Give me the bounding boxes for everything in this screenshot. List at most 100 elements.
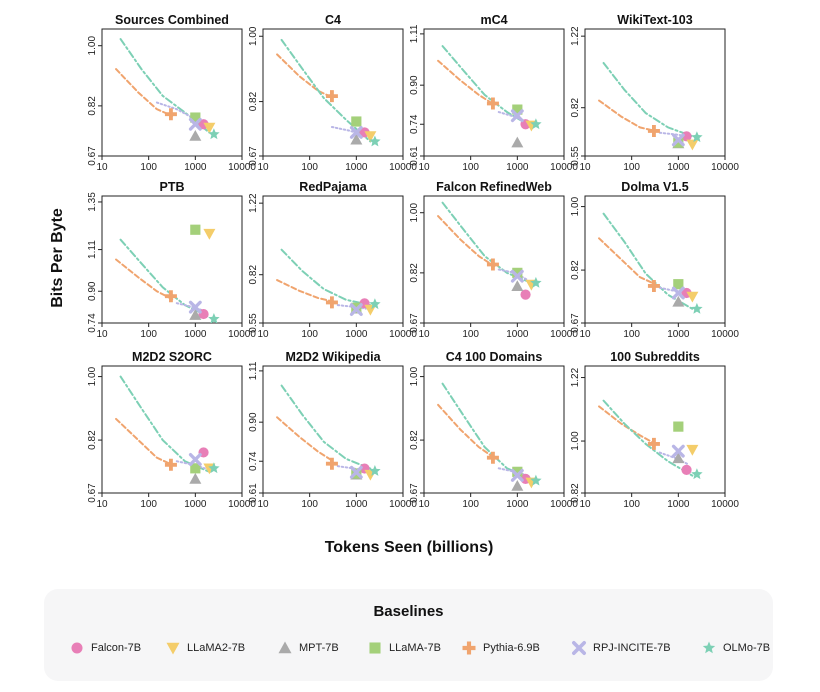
y-tick-label: 1.00 [570, 431, 581, 451]
legend-label: LLaMA-7B [389, 642, 441, 654]
triangle-down-marker-icon [166, 642, 180, 655]
subplot-title: C4 [325, 13, 341, 27]
dashed-trend-line [276, 279, 335, 303]
x-tick-label: 10 [579, 499, 591, 510]
x-tick-label: 10 [96, 499, 108, 510]
axes-frame [262, 365, 404, 494]
x-marker-icon [572, 641, 586, 655]
triangle-up-marker-icon [278, 641, 292, 654]
x-axis-label: Tokens Seen (billions) [325, 539, 494, 556]
y-tick-label: 1.35 [87, 192, 98, 212]
point-pythia-6-9b [164, 290, 177, 303]
subplot-c4-100-domains: C4 100 Domains 10 100 1000 10000 0.67 0.82 1.00 [409, 350, 578, 510]
dashed-trend-line [437, 215, 496, 268]
x-tick-label: 10000 [389, 162, 417, 173]
point-pythia-6-9b [325, 90, 338, 103]
subplot-title: M2D2 S2ORC [132, 350, 212, 364]
x-tick-label: 1000 [506, 329, 529, 340]
point-rpj-incite-7b [510, 109, 524, 123]
subplot-title: M2D2 Wikipedia [285, 350, 381, 364]
dashed-trend-line [437, 403, 496, 459]
point-olmo-7b [208, 462, 220, 474]
x-tick-label: 100 [462, 162, 479, 173]
y-tick-label: 0.67 [409, 313, 420, 333]
y-tick-label: 0.90 [409, 75, 420, 95]
x-tick-label: 10 [257, 329, 269, 340]
subplot-title: RedPajama [299, 180, 367, 194]
point-rpj-incite-7b [349, 125, 363, 139]
axes-frame [584, 28, 726, 157]
subplot-wikitext-103: WikiText-103 10 100 1000 10000 0.55 0.82 1.22 [570, 13, 739, 173]
axes-frame [584, 365, 726, 494]
point-olmo-7b [208, 128, 220, 140]
y-tick-label: 0.55 [570, 146, 581, 166]
x-tick-label: 10 [96, 162, 108, 173]
x-tick-label: 10 [418, 162, 430, 173]
point-mpt-7b [672, 452, 685, 464]
square-marker-icon [369, 642, 381, 654]
subplot-redpajama: RedPajama 10 100 1000 10000 0.55 0.82 1.22 [248, 180, 417, 340]
legend-label: LLaMA2-7B [187, 642, 246, 654]
point-llama2-7b [686, 291, 699, 303]
x-tick-label: 1000 [667, 162, 690, 173]
point-llama-7b [512, 466, 523, 477]
point-llama-7b [673, 421, 684, 432]
subplot-100-subreddits: 100 Subreddits 10 100 1000 10000 0.82 1.00 1.22 [570, 350, 739, 510]
dashdot-trend-line [602, 61, 694, 138]
point-olmo-7b [369, 298, 381, 310]
point-rpj-incite-7b [188, 453, 202, 466]
x-tick-label: 10000 [389, 499, 417, 510]
y-tick-label: 1.11 [87, 240, 98, 259]
y-tick-label: 1.11 [409, 24, 420, 43]
x-tick-label: 100 [462, 329, 479, 340]
point-olmo-7b [369, 465, 381, 476]
subplot-m2d2-wikipedia: M2D2 Wikipedia 10 100 1000 10000 0.61 0.74 0.90… [248, 350, 417, 510]
x-tick-label: 1000 [345, 162, 368, 173]
y-tick-label: 1.22 [570, 26, 581, 46]
legend-label: MPT-7B [299, 642, 339, 654]
subplot-m2d2-s2orc: M2D2 S2ORC 10 100 1000 10000 0.67 0.82 1.00 [87, 350, 256, 510]
point-rpj-incite-7b [188, 300, 202, 314]
x-tick-label: 100 [301, 499, 318, 510]
point-mpt-7b [672, 295, 685, 307]
y-tick-label: 0.82 [570, 98, 581, 118]
y-tick-label: 0.82 [409, 263, 420, 283]
subplot-title: PTB [160, 180, 185, 194]
point-pythia-6-9b [486, 97, 499, 110]
subplot-title: Dolma V1.5 [621, 180, 688, 194]
x-tick-label: 10000 [550, 162, 578, 173]
x-tick-label: 1000 [506, 499, 529, 510]
dashed-trend-line [598, 99, 657, 132]
dashdot-trend-line [602, 399, 694, 477]
y-tick-label: 1.11 [248, 361, 259, 380]
plus-marker-icon [462, 641, 476, 655]
x-tick-label: 10000 [228, 329, 256, 340]
point-mpt-7b [189, 129, 202, 141]
x-tick-label: 100 [140, 499, 157, 510]
x-marker-shape [572, 641, 586, 655]
point-llama2-7b [203, 122, 216, 134]
dashdot-trend-line [280, 384, 372, 470]
x-tick-label: 100 [623, 499, 640, 510]
y-tick-label: 0.74 [409, 114, 420, 134]
x-tick-label: 10000 [228, 499, 256, 510]
x-tick-label: 10 [257, 162, 269, 173]
x-tick-label: 100 [140, 162, 157, 173]
point-olmo-7b [530, 118, 542, 130]
legend-label: Pythia-6.9B [483, 642, 540, 654]
y-tick-label: 0.74 [248, 451, 259, 471]
point-olmo-7b [208, 313, 220, 323]
dashdot-trend-line [280, 248, 372, 307]
legend-item-llama-7b: LLaMA-7B [367, 637, 441, 659]
legend-label: RPJ-INCITE-7B [593, 642, 671, 654]
y-tick-label: 0.82 [570, 260, 581, 280]
y-tick-label: 0.90 [87, 281, 98, 301]
y-tick-label: 1.00 [409, 203, 420, 223]
x-tick-label: 100 [462, 499, 479, 510]
dashed-trend-line [598, 237, 657, 286]
x-tick-label: 10000 [711, 329, 739, 340]
subplot-title: WikiText-103 [617, 13, 692, 27]
point-falcon-7b [681, 464, 692, 476]
legend-item-mpt-7b: MPT-7B [277, 637, 339, 659]
point-llama-7b [351, 116, 362, 127]
